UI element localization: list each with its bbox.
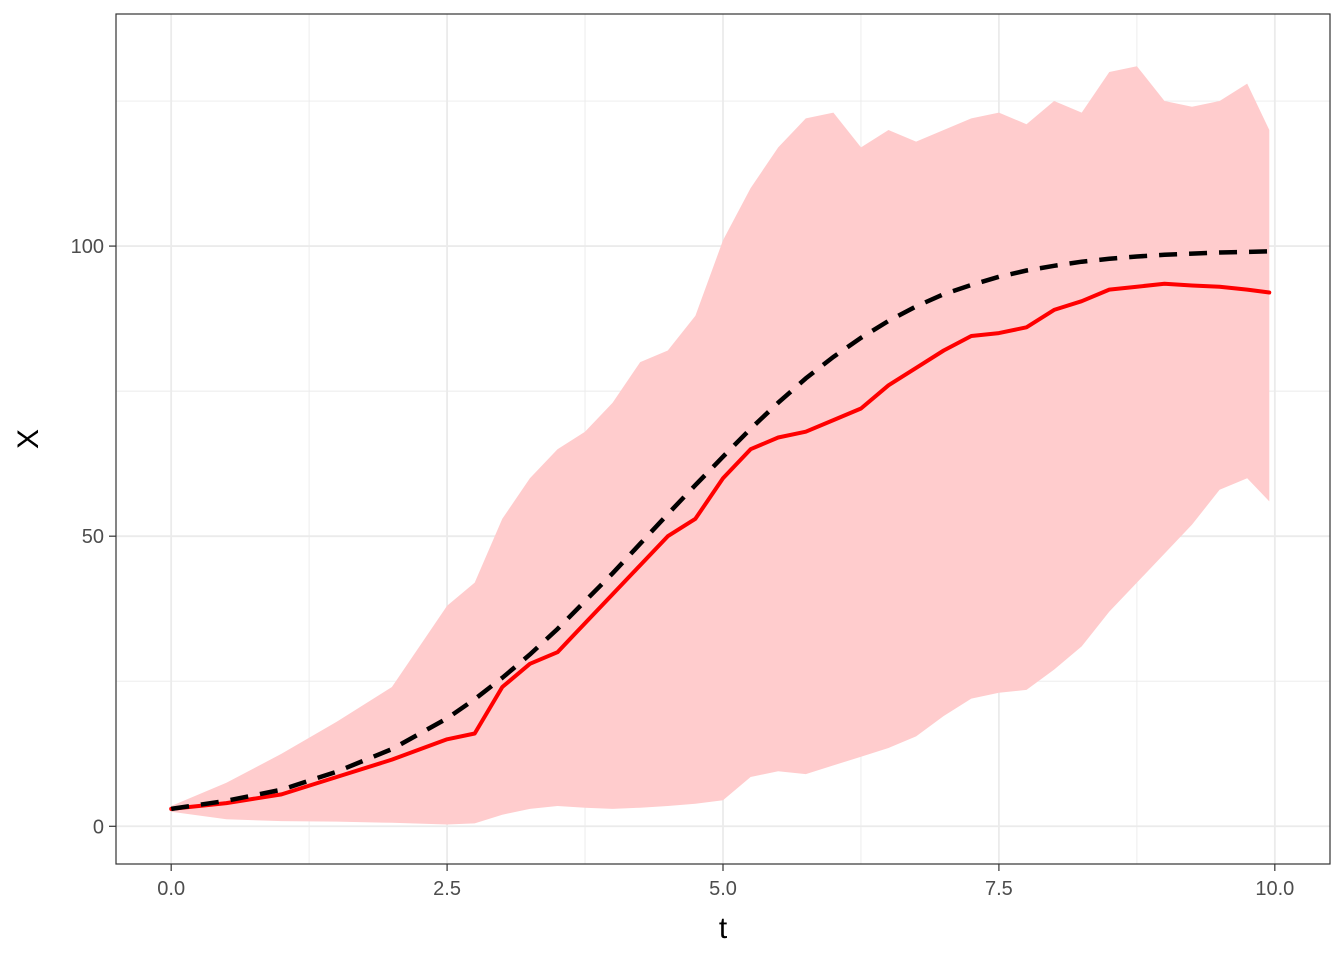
mean-series-line — [169, 281, 1272, 811]
plot-series — [169, 66, 1272, 825]
x-tick-label: 0.0 — [157, 878, 185, 900]
y-tick-label: 50 — [82, 526, 104, 548]
deterministic-series-line — [170, 249, 1270, 812]
y-tick-label: 100 — [71, 236, 104, 258]
confidence-band — [171, 66, 1270, 825]
x-tick-label: 10.0 — [1255, 878, 1294, 900]
y-axis-title: X — [12, 429, 45, 449]
x-tick-label: 5.0 — [709, 878, 737, 900]
x-axis-title: t — [719, 912, 728, 945]
x-tick-label: 2.5 — [433, 878, 461, 900]
x-tick-label: 7.5 — [985, 878, 1013, 900]
y-tick-label: 0 — [93, 816, 104, 838]
axes: 0.0 2.5 5.0 7.5 10.0 0 50 100 — [71, 236, 1295, 900]
